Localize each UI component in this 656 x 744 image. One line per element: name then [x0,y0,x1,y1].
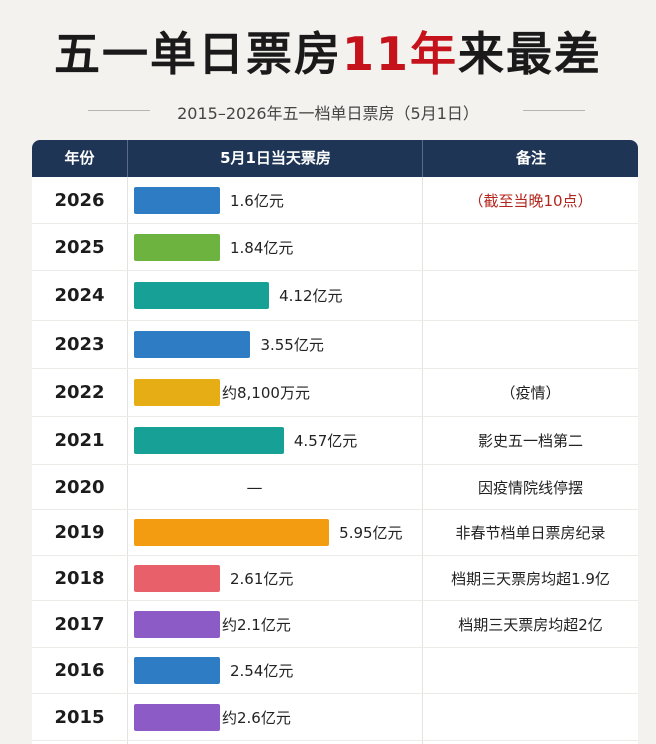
bar [134,427,284,454]
header-note: 备注 [422,140,638,177]
header-year: 年份 [64,149,95,167]
table-row: 2022 约8,100万元 （疫情） [32,369,638,417]
bar [134,564,220,592]
header-boxoffice: 5月1日当天票房 [127,140,423,177]
subtitle-row: 2015–2026年五一档单日票房（5月1日） [0,98,656,123]
table-row: 2016 2.54亿元 [32,648,638,694]
value-label: 约8,100万元 [222,384,310,402]
table-row: 2026 1.6亿元 （截至当晚10点） [32,177,638,224]
note-cell: 档期三天票房均超2亿 [458,615,603,634]
column-divider [127,177,128,744]
bar [134,282,270,309]
year-cell: 2025 [54,236,105,258]
year-cell: 2026 [54,189,105,211]
bar [134,379,220,406]
value-label: 约2.1亿元 [222,615,291,634]
value-label: 2.61亿元 [230,569,294,588]
table-body: 2026 1.6亿元 （截至当晚10点） 2025 1.84亿元 2024 4.12亿元 20… [32,177,638,741]
table-row: 2020 — 因疫情院线停摆 [32,465,638,510]
title-part1: 五一单日票房 [53,27,342,81]
table-row: 2018 2.61亿元 档期三天票房均超1.9亿 [32,556,638,601]
bar [134,657,220,684]
table-row: 2015 约2.6亿元 [32,694,638,741]
year-cell: 2015 [54,706,105,728]
year-cell: 2018 [54,567,105,589]
subtitle-rule-right [523,110,585,111]
page-title: 五一单日票房11年来最差 [0,18,656,84]
table-row: 2021 4.57亿元 影史五一档第二 [32,417,638,465]
table-row: 2023 3.55亿元 [32,321,638,369]
year-cell: 2020 [54,476,105,498]
column-divider [422,177,423,744]
bar [134,519,330,546]
value-label: 约2.6亿元 [222,708,291,727]
subtitle-rule-left [88,110,150,111]
note-cell: 档期三天票房均超1.9亿 [451,569,610,588]
note-cell: （截至当晚10点） [468,191,593,210]
year-cell: 2021 [54,430,105,451]
note-cell: 因疫情院线停摆 [477,478,583,497]
value-label: 1.6亿元 [230,191,284,210]
value-label: 5.95亿元 [339,524,403,542]
table-header: 年份 5月1日当天票房 备注 [32,140,638,177]
note-cell: 非春节档单日票房纪录 [455,524,606,542]
value-label: 3.55亿元 [260,336,324,354]
value-label: 4.57亿元 [293,432,358,450]
value-label: 1.84亿元 [230,238,294,257]
bar [134,233,220,261]
note-cell: 影史五一档第二 [477,432,583,450]
year-cell: 2024 [54,285,105,306]
value-label: 4.12亿元 [279,287,343,305]
bar [134,610,220,638]
year-cell: 2022 [54,382,105,403]
table-row: 2017 约2.1亿元 档期三天票房均超2亿 [32,601,638,648]
bar [134,703,220,731]
year-cell: 2019 [54,522,105,543]
bar [134,186,220,214]
year-cell: 2023 [54,334,105,355]
boxoffice-table: 年份 5月1日当天票房 备注 2026 1.6亿元 （截至当晚10点） 2025 1.8… [32,140,638,744]
table-row: 2024 4.12亿元 [32,271,638,321]
subtitle: 2015–2026年五一档单日票房（5月1日） [177,104,479,123]
title-part2: 来最差 [458,27,602,81]
year-cell: 2016 [54,660,105,681]
note-cell: （疫情） [500,384,561,402]
value-label: — [246,477,263,497]
value-label: 2.54亿元 [230,662,294,680]
bar [134,331,251,358]
title-highlight: 11年 [341,27,458,81]
year-cell: 2017 [54,613,105,635]
table-row: 2025 1.84亿元 [32,224,638,271]
table-row: 2019 5.95亿元 非春节档单日票房纪录 [32,510,638,556]
